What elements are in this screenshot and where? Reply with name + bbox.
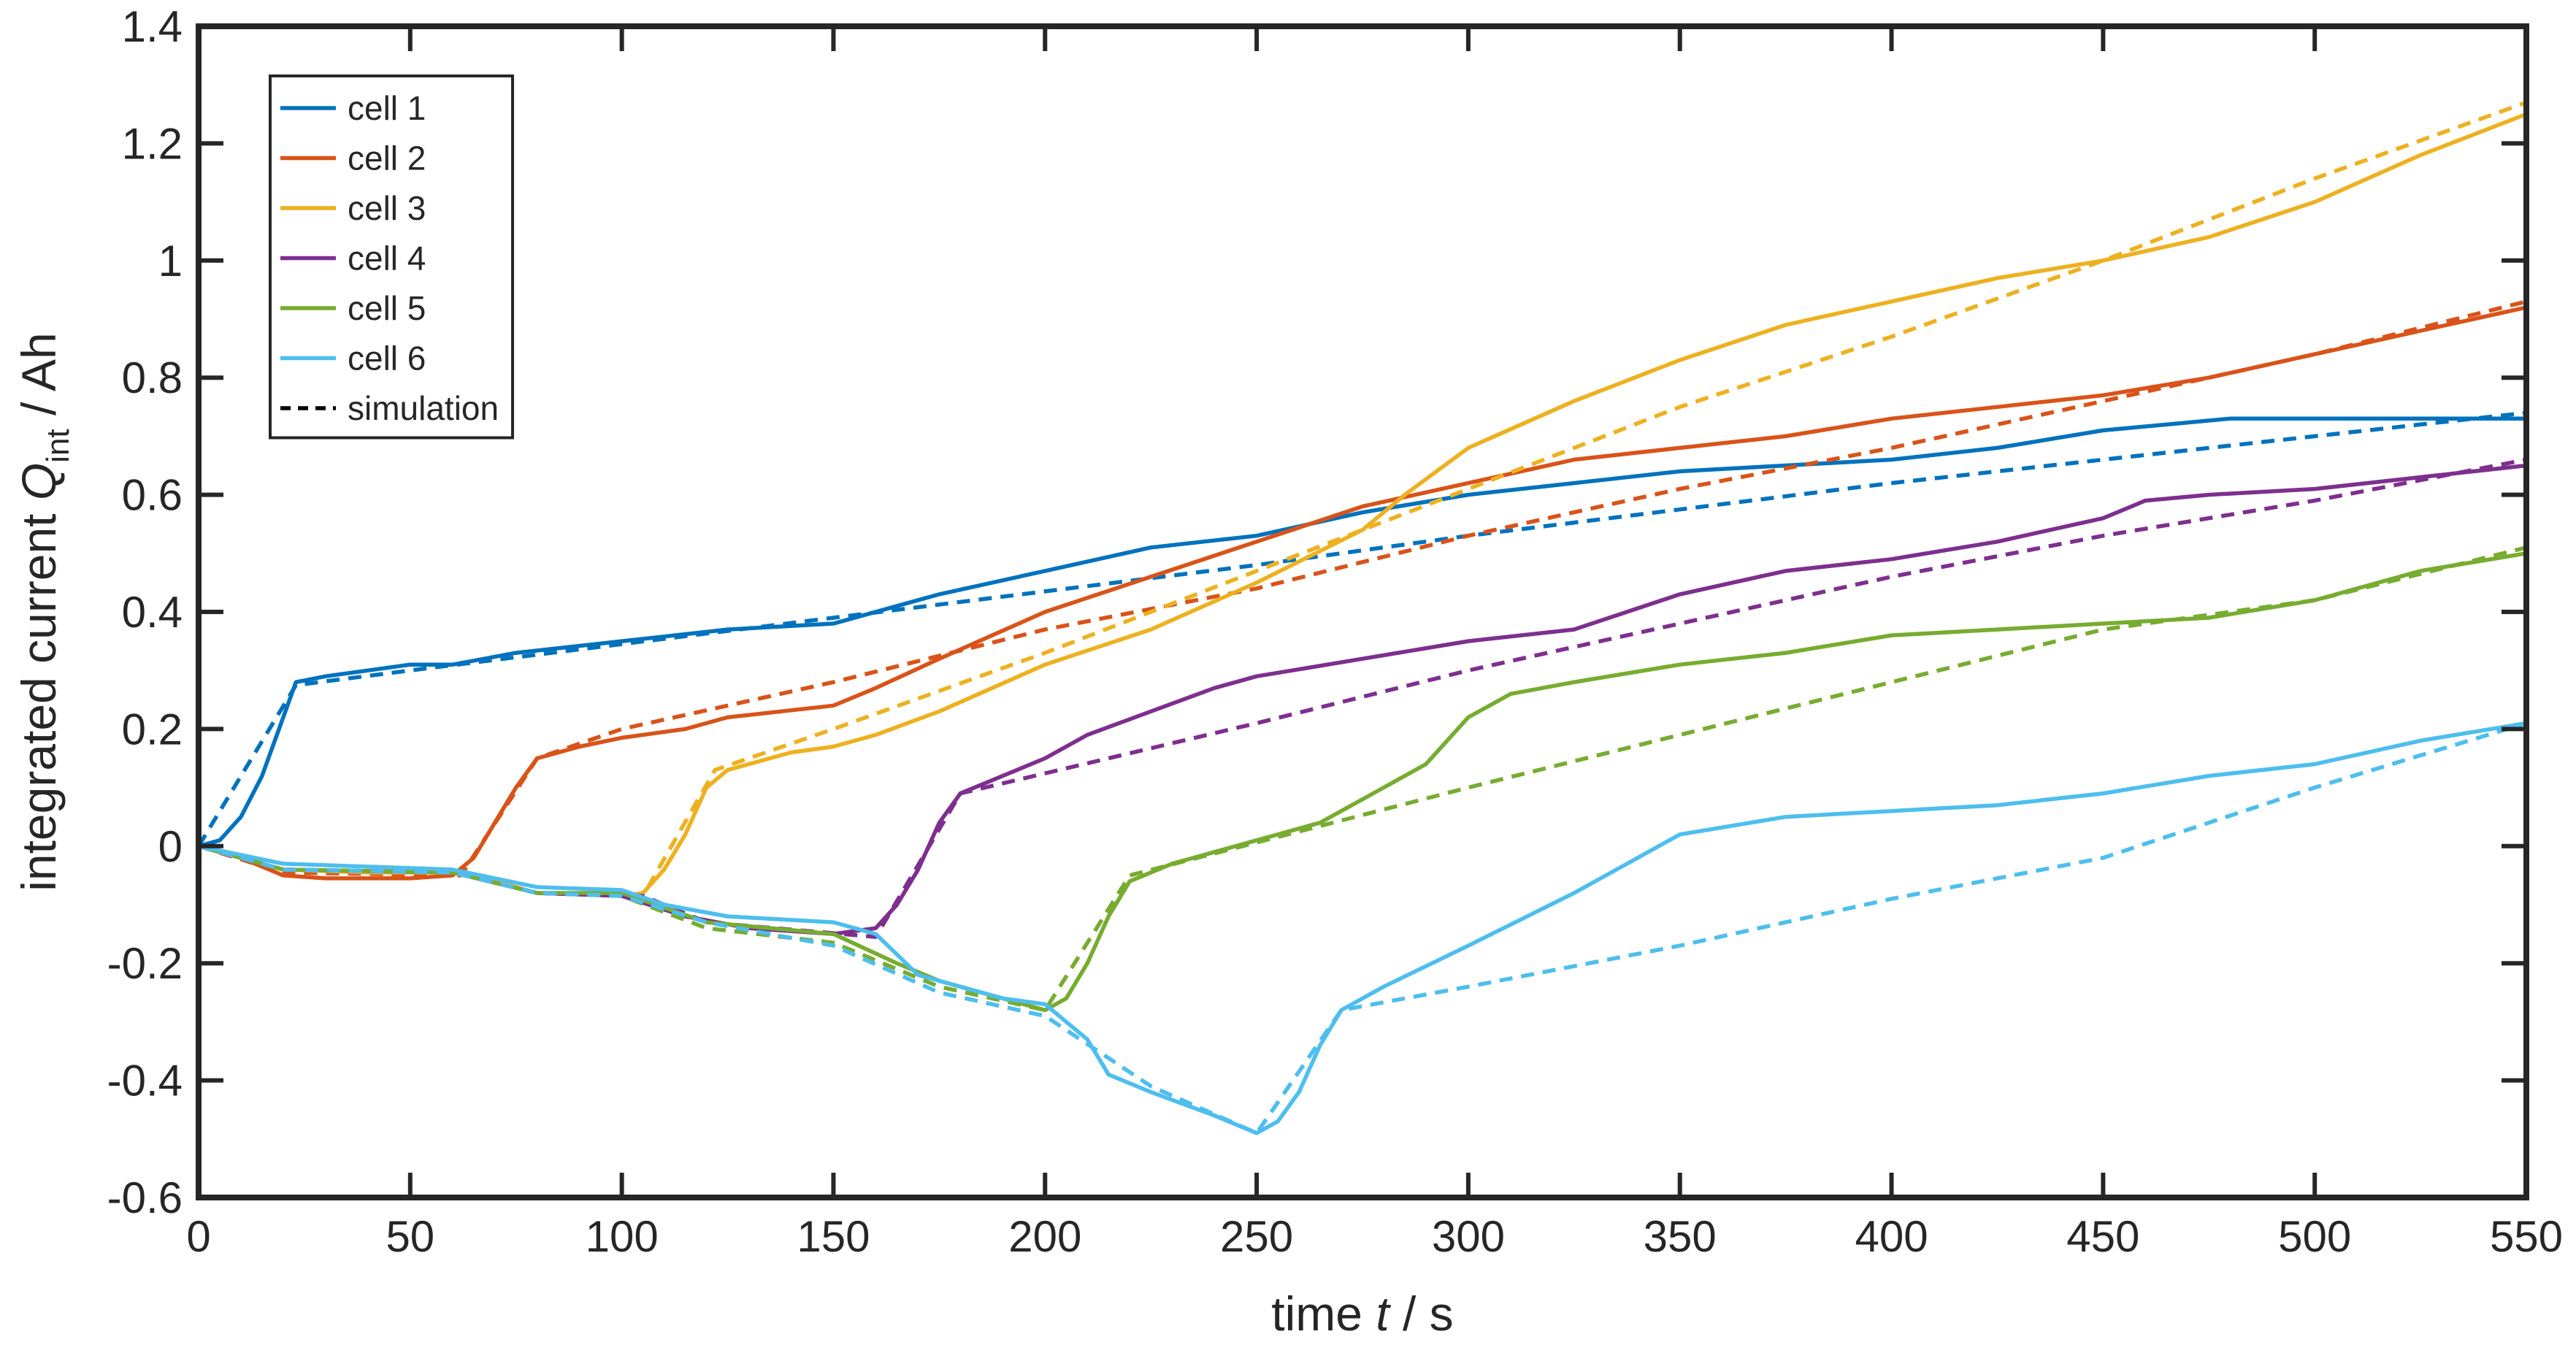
y-axis-title-prefix: integrated current (12, 500, 66, 892)
legend-entry-label: cell 6 (348, 340, 426, 378)
legend-entry-label: cell 5 (348, 289, 426, 327)
x-tick-label: 100 (586, 1212, 659, 1261)
y-tick-label: 1.4 (122, 2, 183, 51)
y-tick-label: 0.4 (122, 588, 183, 637)
y-tick-label: 1 (158, 237, 183, 286)
y-axis-title-var: Q (12, 463, 66, 500)
x-tick-label: 250 (1220, 1212, 1293, 1261)
y-axis-title-subscript: int (40, 429, 76, 462)
x-tick-label: 450 (2066, 1212, 2139, 1261)
y-tick-label: -0.6 (107, 1173, 183, 1222)
legend-entry-label: cell 3 (348, 189, 426, 227)
x-tick-label: 300 (1432, 1212, 1505, 1261)
legend-entry-label: simulation (348, 389, 499, 427)
y-tick-label: 1.2 (122, 119, 183, 168)
y-tick-label: -0.4 (107, 1057, 183, 1105)
x-axis-title-suffix: / s (1389, 1287, 1454, 1341)
y-tick-label: -0.2 (107, 939, 183, 988)
legend-entry-label: cell 4 (348, 240, 426, 277)
x-tick-label: 550 (2490, 1212, 2563, 1261)
x-tick-label: 0 (186, 1212, 210, 1261)
x-axis-title-var: t (1376, 1287, 1391, 1341)
y-tick-label: 0.8 (122, 353, 183, 402)
x-tick-label: 50 (386, 1212, 434, 1261)
legend-entry-label: cell 2 (348, 139, 426, 177)
series-5-simulation-line (198, 545, 2527, 1013)
y-tick-label: 0 (158, 822, 183, 871)
y-tick-labels: -0.6 -0.4 -0.2 0 0.2 0.4 0.6 0.8 1 1.2 1.4 (107, 2, 183, 1222)
series-2-measured-line (196, 305, 2529, 881)
legend-entry-label: cell 1 (348, 89, 426, 127)
x-axis-title: time t / s (1271, 1287, 1453, 1341)
x-tick-label: 500 (2278, 1212, 2351, 1261)
y-tick-label: 0.2 (122, 705, 183, 754)
series-6-measured-line (196, 721, 2529, 1135)
y-axis-title-suffix: / Ah (12, 332, 66, 429)
x-axis-title-prefix: time (1271, 1287, 1376, 1341)
x-tick-label: 350 (1644, 1212, 1717, 1261)
x-tick-label: 400 (1855, 1212, 1928, 1261)
plot-marks (196, 100, 2529, 1135)
series-1-measured-line (196, 416, 2529, 848)
legend: cell 1 cell 2 cell 3 cell 4 cell 5 cell 6 simu… (269, 74, 514, 440)
x-tick-label: 150 (797, 1212, 870, 1261)
y-axis-title: integrated current Qint / Ah (12, 332, 76, 892)
series-6-simulation-line (198, 721, 2527, 1135)
plot-frame (196, 23, 2529, 1200)
y-tick-label: 0.6 (122, 471, 183, 520)
x-tick-labels: 0 50 100 150 200 250 300 350 400 450 500 550 (186, 1212, 2563, 1261)
x-tick-label: 200 (1008, 1212, 1081, 1261)
